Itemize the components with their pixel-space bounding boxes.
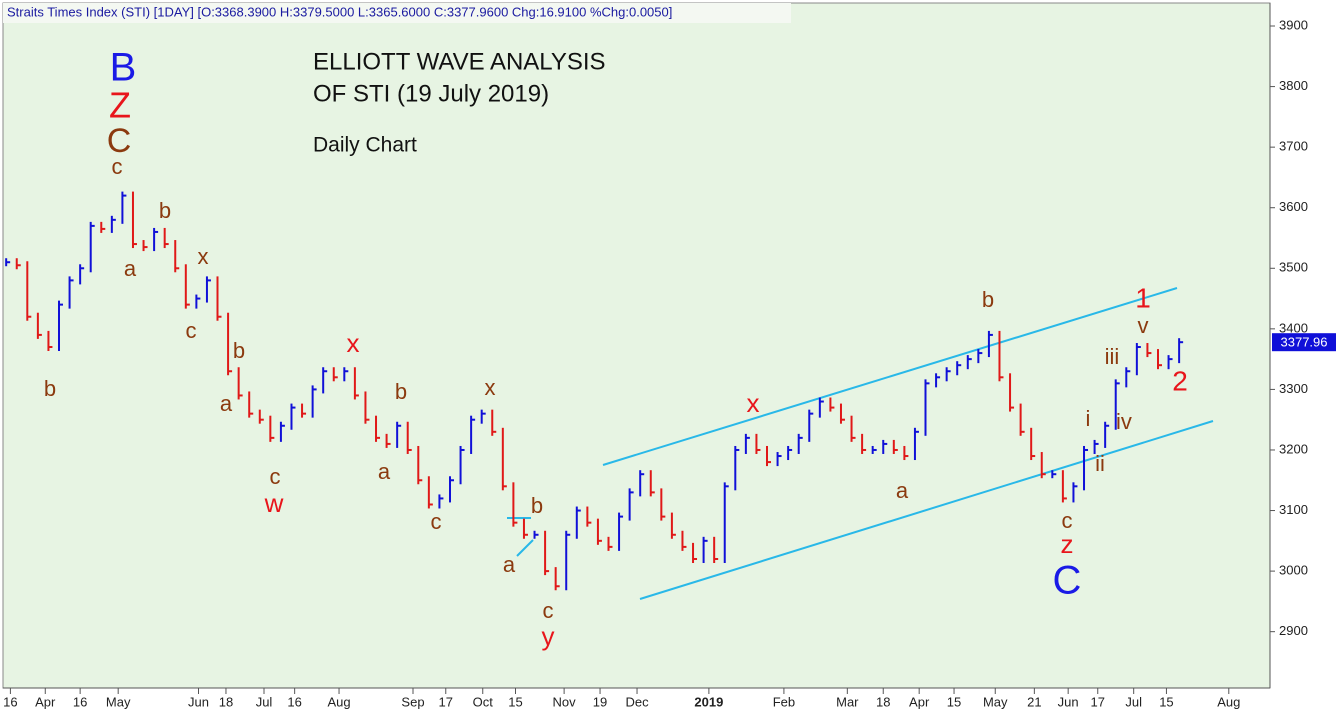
y-tick-label: 3700 [1279, 139, 1308, 154]
wave-label: C [107, 122, 132, 160]
wave-label: b [531, 493, 543, 518]
wave-label: a [503, 552, 516, 577]
wave-label: v [1138, 313, 1149, 338]
wave-label: iv [1116, 409, 1132, 434]
x-tick-label: 15 [1159, 694, 1173, 709]
x-tick-label: Feb [773, 694, 795, 709]
wave-label: a [896, 478, 909, 503]
x-tick-label: Aug [1217, 694, 1240, 709]
x-tick-label: 18 [219, 694, 233, 709]
x-tick-label: May [983, 694, 1008, 709]
wave-label: ii [1095, 451, 1105, 476]
x-tick-label: May [106, 694, 131, 709]
triangle-line [516, 539, 534, 557]
x-tick-label: Jul [1125, 694, 1142, 709]
wave-label: b [395, 379, 407, 404]
wave-label: 1 [1135, 282, 1151, 313]
x-tick-label: 17 [439, 694, 453, 709]
wave-label: y [542, 621, 555, 651]
wave-label: c [186, 318, 197, 343]
y-tick-label: 3200 [1279, 441, 1308, 456]
wave-label: Z [109, 85, 131, 126]
wave-label: w [264, 488, 284, 518]
last-price-box [1272, 333, 1336, 352]
wave-label: x [198, 244, 209, 269]
header-box [3, 3, 791, 23]
wave-label: C [1053, 559, 1082, 603]
channel-upper [602, 287, 1178, 466]
wave-label: c [431, 509, 442, 534]
x-tick-label: Jun [1058, 694, 1079, 709]
wave-label: c [1062, 508, 1073, 533]
y-tick-label: 3100 [1279, 502, 1308, 517]
x-tick-label: 16 [287, 694, 301, 709]
wave-label: x [747, 388, 760, 418]
wave-label: a [378, 459, 391, 484]
y-tick-label: 2900 [1279, 623, 1308, 638]
wave-label: B [110, 46, 137, 90]
wave-label: b [159, 198, 171, 223]
x-tick-label: 17 [1091, 694, 1105, 709]
y-tick-label: 3800 [1279, 78, 1308, 93]
channel-lower [639, 420, 1214, 600]
x-tick-label: Sep [401, 694, 424, 709]
x-tick-label: Aug [327, 694, 350, 709]
y-tick-label: 3500 [1279, 260, 1308, 275]
wave-label: a [124, 256, 137, 281]
y-tick-label: 3000 [1279, 563, 1308, 578]
wave-label: i [1086, 406, 1091, 431]
wave-label: iii [1105, 344, 1120, 369]
wave-label: a [220, 391, 233, 416]
wave-label: b [233, 338, 245, 363]
wave-label: c [543, 598, 554, 623]
header: Straits Times Index (STI) [1DAY] [O:3368… [7, 4, 672, 19]
x-tick-label: Nov [553, 694, 577, 709]
x-tick-label: 15 [508, 694, 522, 709]
y-tick-label: 3300 [1279, 381, 1308, 396]
wave-label: x [347, 328, 360, 358]
plot-area [2, 2, 1271, 689]
wave-label: b [44, 376, 56, 401]
x-tick-label: 21 [1027, 694, 1041, 709]
channel [507, 287, 1214, 600]
x-tick-label: Apr [909, 694, 930, 709]
x-tick-label: 2019 [694, 694, 723, 709]
chart-subtitle: Daily Chart [313, 134, 417, 157]
wave-label: x [485, 375, 496, 400]
x-tick-label: Mar [836, 694, 859, 709]
last-price-label: 3377.96 [1281, 335, 1328, 350]
x-tick-label: 16 [73, 694, 87, 709]
x-tick-label: 16 [3, 694, 17, 709]
y-tick-label: 3400 [1279, 320, 1308, 335]
x-tick-label: 19 [593, 694, 607, 709]
x-tick-label: 18 [876, 694, 890, 709]
chart-title: ELLIOTT WAVE ANALYSIS [313, 48, 606, 75]
x-tick-label: Oct [473, 694, 494, 709]
wave-label: z [1061, 529, 1074, 559]
wave-label: c [270, 464, 281, 489]
x-tick-label: Jul [256, 694, 273, 709]
y-tick-label: 3900 [1279, 17, 1308, 32]
x-tick-label: 15 [947, 694, 961, 709]
wave-label: b [982, 287, 994, 312]
wave-label: c [112, 154, 123, 179]
x-tick-label: Dec [625, 694, 649, 709]
wave-label: 2 [1172, 365, 1188, 396]
y-tick-label: 3600 [1279, 199, 1308, 214]
x-tick-label: Apr [35, 694, 56, 709]
chart-title-2: OF STI (19 July 2019) [313, 80, 549, 107]
x-tick-label: Jun [188, 694, 209, 709]
